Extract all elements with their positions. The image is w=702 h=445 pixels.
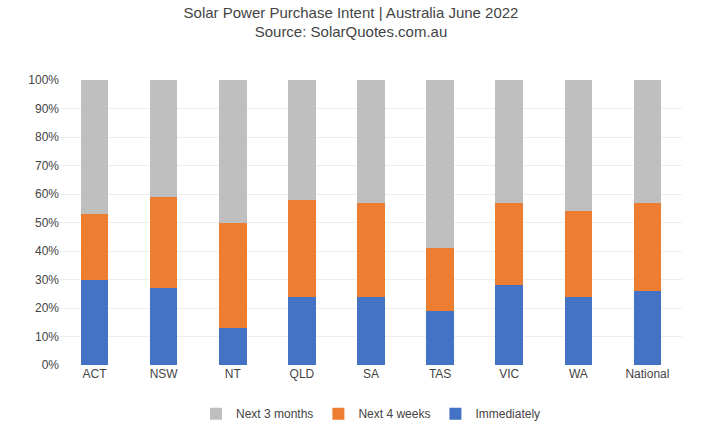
- svg-text:90%: 90%: [35, 102, 59, 116]
- svg-text:Immediately: Immediately: [475, 407, 540, 421]
- svg-text:ACT: ACT: [83, 367, 108, 381]
- svg-text:40%: 40%: [35, 244, 59, 258]
- svg-text:VIC: VIC: [499, 367, 519, 381]
- svg-text:10%: 10%: [35, 330, 59, 344]
- svg-text:WA: WA: [569, 367, 588, 381]
- svg-text:60%: 60%: [35, 187, 59, 201]
- svg-text:80%: 80%: [35, 130, 59, 144]
- svg-text:NSW: NSW: [150, 367, 179, 381]
- svg-text:50%: 50%: [35, 216, 59, 230]
- svg-text:30%: 30%: [35, 273, 59, 287]
- svg-text:100%: 100%: [28, 73, 59, 87]
- svg-text:20%: 20%: [35, 301, 59, 315]
- svg-text:Next 4 weeks: Next 4 weeks: [358, 407, 430, 421]
- svg-text:QLD: QLD: [290, 367, 315, 381]
- svg-text:Solar Power Purchase Intent |: Solar Power Purchase Intent | Australia …: [184, 4, 519, 41]
- svg-text:70%: 70%: [35, 159, 59, 173]
- svg-text:TAS: TAS: [429, 367, 451, 381]
- svg-text:SA: SA: [363, 367, 379, 381]
- svg-text:0%: 0%: [42, 358, 60, 372]
- svg-text:National: National: [625, 367, 669, 381]
- svg-text:NT: NT: [225, 367, 242, 381]
- svg-text:Next 3 months: Next 3 months: [236, 407, 313, 421]
